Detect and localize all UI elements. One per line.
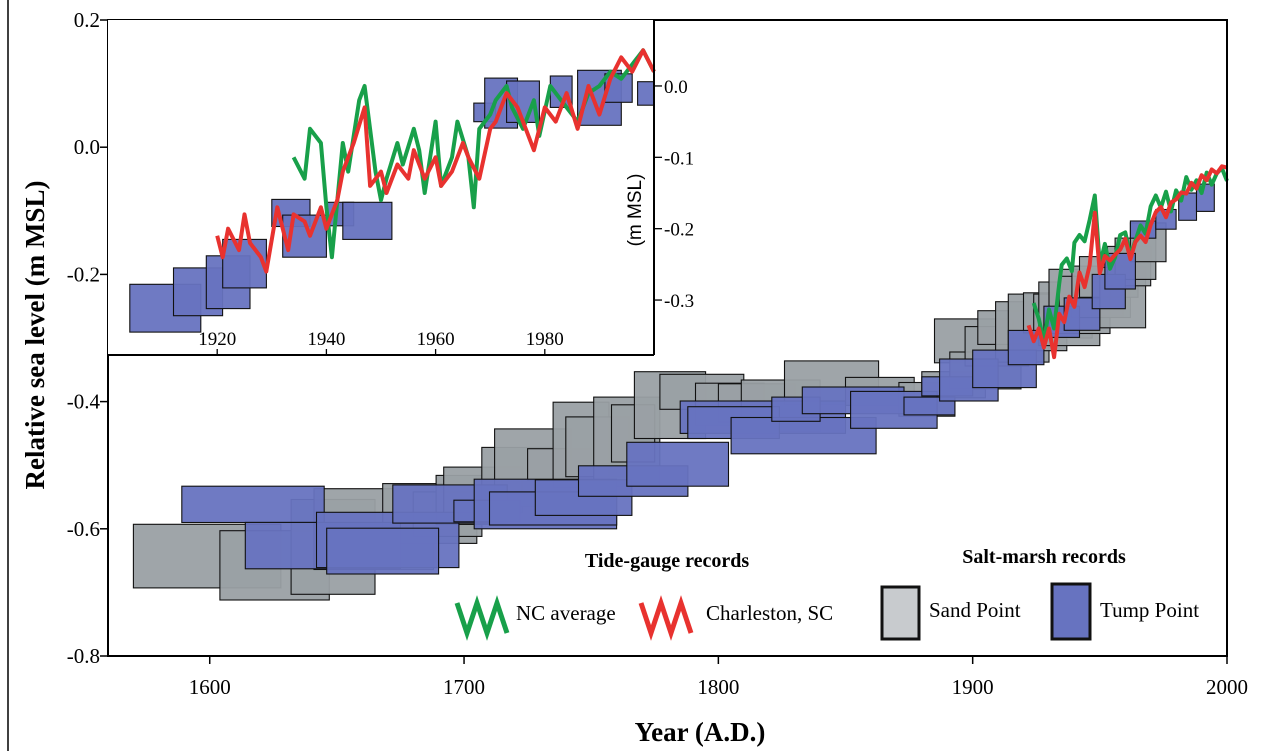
x-tick-label: 1600: [189, 675, 231, 699]
inset-y-axis: 0.0 -0.1 -0.2 -0.3: [654, 77, 694, 312]
tump-point-box-10: [626, 441, 730, 487]
y-tick-label: -0.8: [67, 644, 100, 668]
legend-tump-point-label: Tump Point: [1100, 598, 1199, 622]
inset-y-tick-label: -0.2: [664, 220, 694, 241]
legend-sand-point-swatch: [880, 585, 921, 641]
inset-y-tick-label: -0.3: [664, 291, 694, 312]
tump-point-box-27: [1155, 208, 1177, 230]
main-x-axis: 1600 1700 1800 1900 2000: [189, 656, 1248, 699]
x-tick-label: 1700: [443, 675, 485, 699]
inset-x-tick-label: 1960: [417, 329, 455, 350]
legend-sand-point-label: Sand Point: [929, 598, 1021, 622]
y-tick-label: 0.2: [74, 8, 100, 32]
x-tick-label: 1900: [952, 675, 994, 699]
legend: Tide-gauge records Salt-marsh records NC…: [454, 546, 1199, 641]
inset-x-axis: 1920 1940 1960 1980: [198, 329, 564, 355]
inset-tump-point-box-14: [637, 81, 655, 106]
tump-point-box-17: [903, 396, 956, 416]
legend-salt-marsh-title: Salt-marsh records: [962, 546, 1126, 568]
y-tick-label: -0.2: [67, 262, 100, 286]
inset-y-tick-label: -0.1: [664, 148, 694, 169]
legend-nc-average-swatch: [454, 595, 510, 641]
inset-tide-gauge-lines: [215, 48, 656, 274]
y-tick-label: -0.6: [67, 517, 100, 541]
inset-x-tick-label: 1980: [526, 329, 564, 350]
x-tick-label: 1800: [697, 675, 739, 699]
y-tick-label: -0.4: [67, 390, 101, 414]
y-axis-title: Relative sea level (m MSL): [20, 181, 50, 490]
inset-y-axis-title: (m MSL): [625, 174, 646, 247]
inset-y-tick-label: 0.0: [664, 77, 688, 98]
inset-charleston-line: [215, 48, 656, 274]
legend-charleston-label: Charleston, SC: [706, 601, 833, 625]
tump-point-box-21: [1007, 329, 1045, 366]
legend-charleston-swatch: [638, 595, 694, 641]
inset-tump-point-box-7: [342, 201, 393, 240]
inset-x-tick-label: 1940: [307, 329, 345, 350]
x-axis-title: Year (A.D.): [635, 717, 766, 747]
tump-point-boxes: [181, 183, 1215, 575]
inset-x-tick-label: 1920: [198, 329, 236, 350]
legend-tide-gauge-title: Tide-gauge records: [585, 550, 749, 572]
main-y-axis: 0.2 0.0 -0.2 -0.4 -0.6 -0.8: [67, 8, 108, 668]
y-tick-label: 0.0: [74, 135, 100, 159]
inset-tump-point-boxes: [129, 69, 655, 333]
tump-point-box-0: [181, 485, 325, 524]
legend-tump-point-swatch: [1050, 582, 1092, 641]
inset-tump-point-box-3: [222, 238, 267, 289]
inset-chart: 1920 1940 1960 1980 0.0 -0.1 -0.2 -0.3 (m MSL): [108, 20, 694, 356]
tide-gauge-lines: [1026, 164, 1229, 360]
tump-point-box-3: [326, 527, 440, 575]
charleston-line: [1026, 164, 1228, 360]
x-tick-label: 2000: [1206, 675, 1248, 699]
legend-nc-average-label: NC average: [516, 601, 616, 625]
